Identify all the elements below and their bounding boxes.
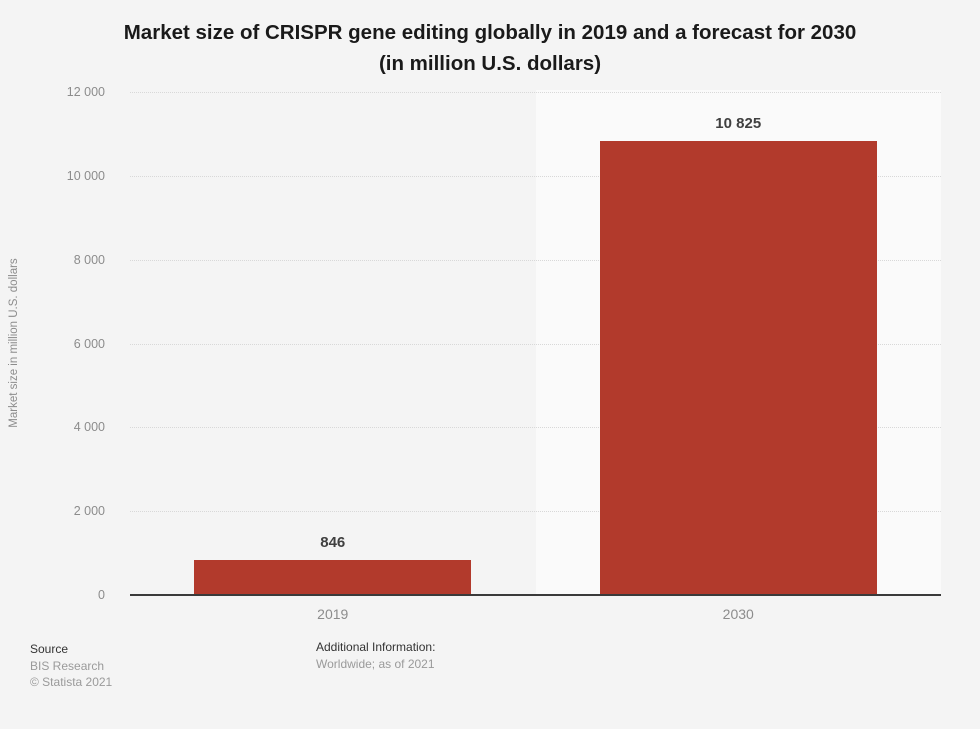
additional-info-block: Additional Information: Worldwide; as of… <box>316 639 435 672</box>
additional-info-label: Additional Information: <box>316 640 436 654</box>
y-axis-tick-label: 6 000 <box>73 336 105 351</box>
y-axis-tick-label: 0 <box>98 588 105 602</box>
y-axis-tick-label: 2 000 <box>73 504 105 519</box>
chart-title: Market size of CRISPR gene editing globa… <box>0 17 980 79</box>
y-axis-tick-label: 8 000 <box>73 252 105 267</box>
chart-title-line1: Market size of CRISPR gene editing globa… <box>123 21 857 44</box>
gridline <box>130 427 941 429</box>
gridline <box>130 175 941 177</box>
chart-title-line2: (in million U.S. dollars) <box>378 52 602 75</box>
gridline <box>130 511 941 513</box>
bar-value-label: 10 825 <box>715 115 762 133</box>
x-axis-line <box>130 594 941 596</box>
bar-value-label: 846 <box>320 533 346 551</box>
x-axis-tick-label: 2019 <box>317 606 349 622</box>
source-label: Source <box>30 642 69 656</box>
source-name: BIS Research <box>30 658 105 673</box>
bar-2030[interactable] <box>599 141 877 595</box>
bar-2019[interactable] <box>194 559 472 595</box>
x-axis-tick-label: 2030 <box>722 606 754 622</box>
y-axis-tick-label: 4 000 <box>73 420 105 435</box>
gridline <box>130 259 941 261</box>
y-axis-tick-label: 10 000 <box>66 168 105 183</box>
y-axis-tick-label: 12 000 <box>66 85 105 99</box>
y-axis-title: Market size in million U.S. dollars <box>8 258 20 428</box>
source-block: Source BIS Research © Statista 2021 <box>30 641 112 691</box>
gridline <box>130 92 941 93</box>
gridline <box>130 343 941 345</box>
statista-copyright: © Statista 2021 <box>30 675 113 689</box>
additional-info-value: Worldwide; as of 2021 <box>316 656 435 671</box>
